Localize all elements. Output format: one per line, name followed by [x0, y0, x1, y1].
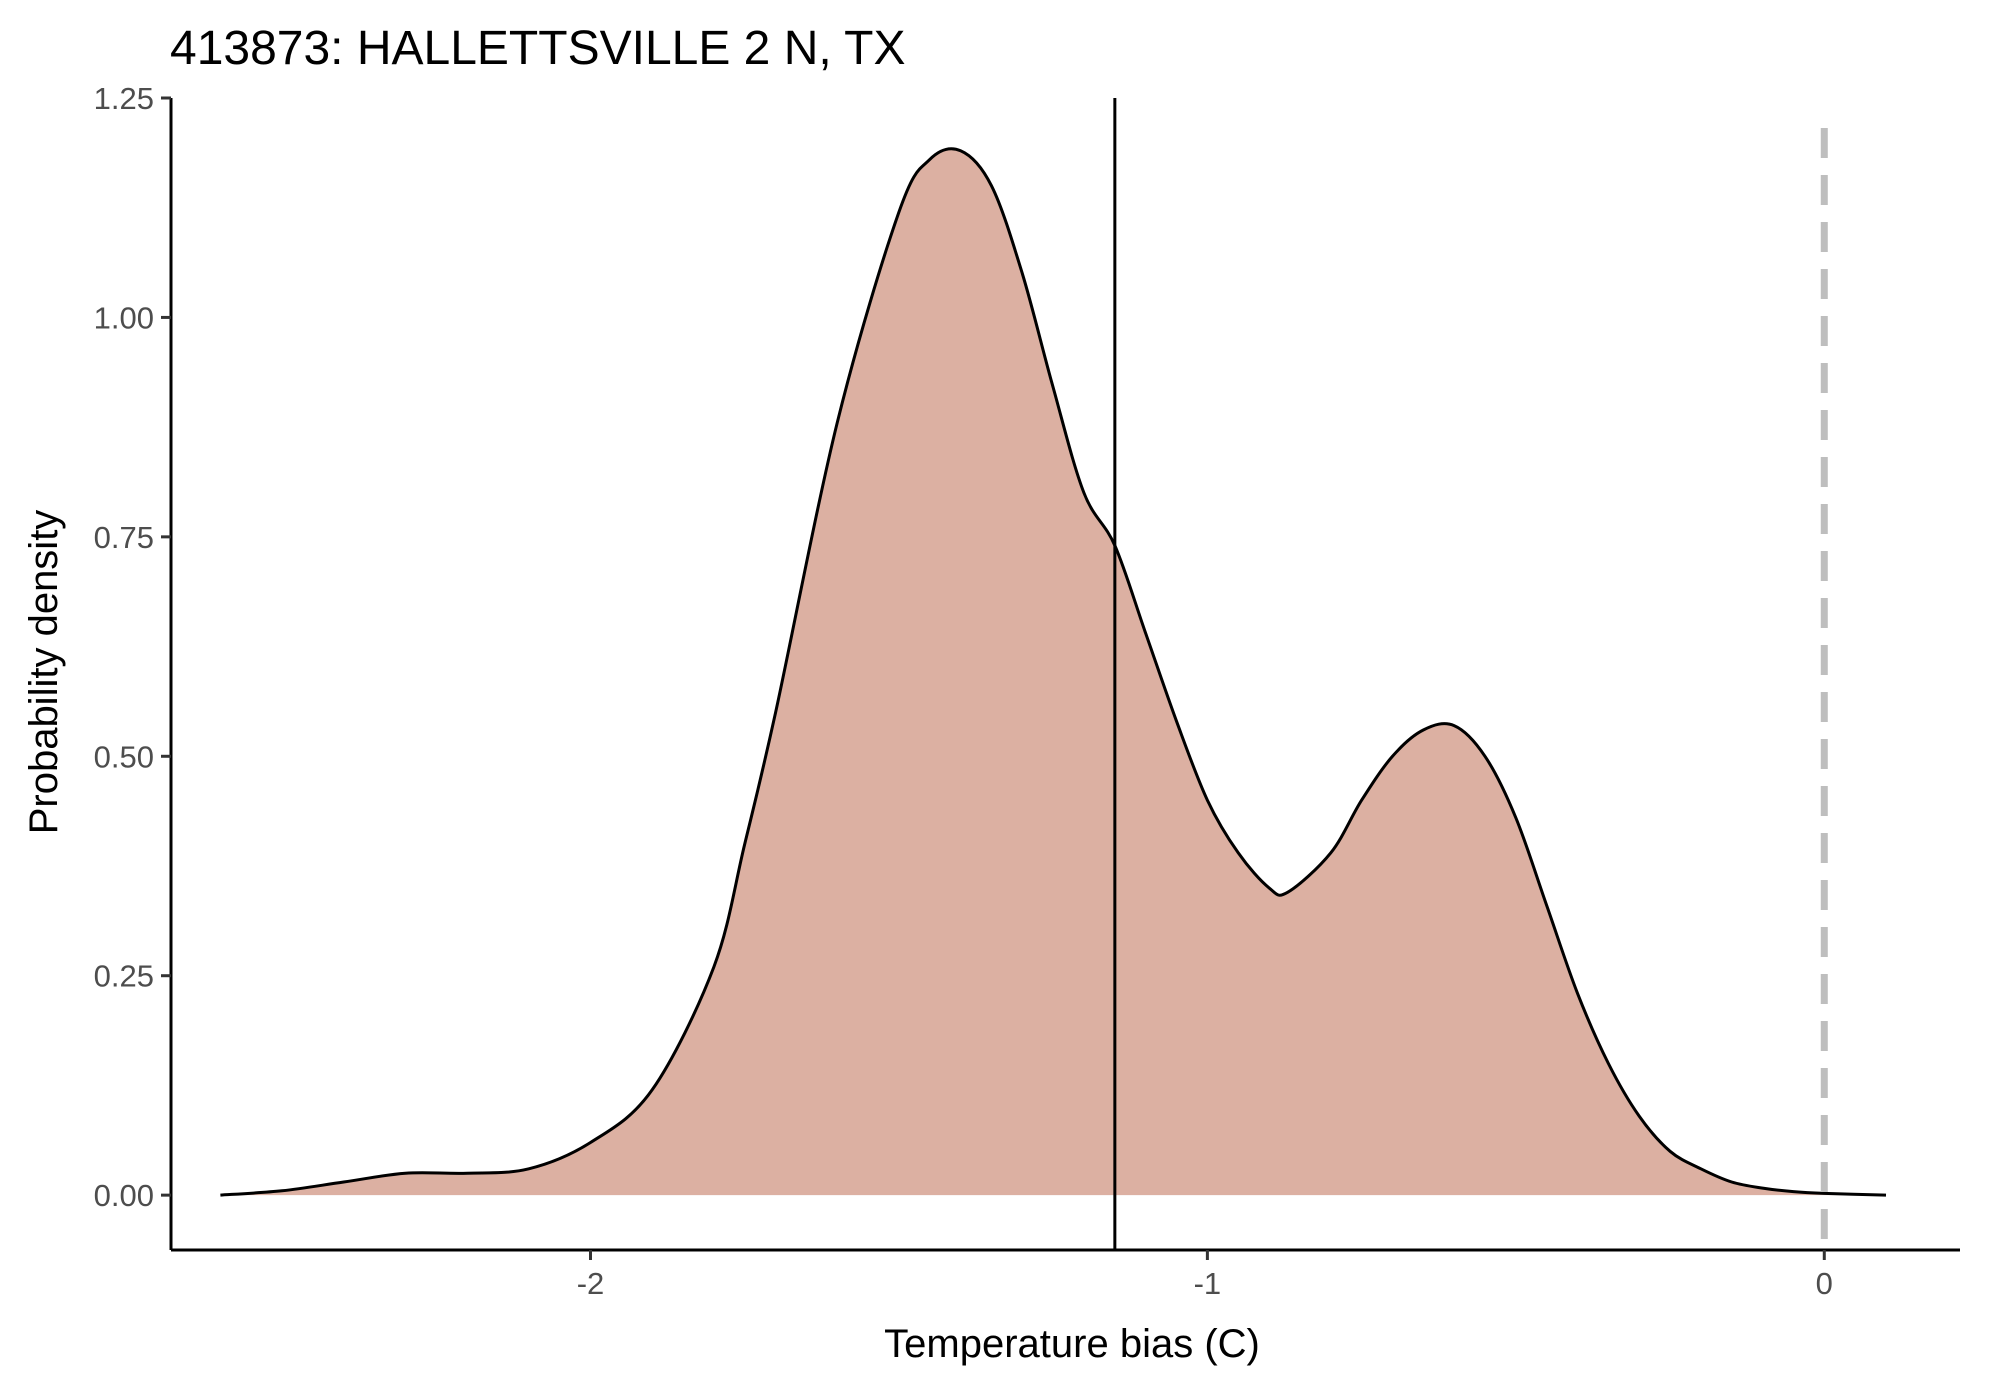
y-tick-label: 0.00: [94, 1178, 154, 1213]
axes: -2 -1 0 0.00 0.25 0.50 0.75 1.00 1.25: [94, 81, 1960, 1301]
x-tick-label: -2: [577, 1266, 605, 1301]
y-tick-label: 0.50: [94, 739, 154, 774]
y-tick-label: 1.25: [94, 81, 154, 116]
density-curve-0: [220, 147, 1887, 1197]
x-tick-label: 0: [1816, 1266, 1833, 1301]
y-axis-title: Probability density: [22, 510, 66, 835]
x-axis-title: Temperature bias (C): [884, 1322, 1260, 1366]
y-tick-label: 0.75: [94, 520, 154, 555]
plot-area: [220, 98, 1887, 1250]
x-tick-label: -1: [1194, 1266, 1222, 1301]
y-tick-label: 1.00: [94, 300, 154, 335]
y-tick-label: 0.25: [94, 959, 154, 994]
chart-title: 413873: HALLETTSVILLE 2 N, TX: [170, 22, 906, 75]
density-area-0: [220, 148, 1886, 1196]
